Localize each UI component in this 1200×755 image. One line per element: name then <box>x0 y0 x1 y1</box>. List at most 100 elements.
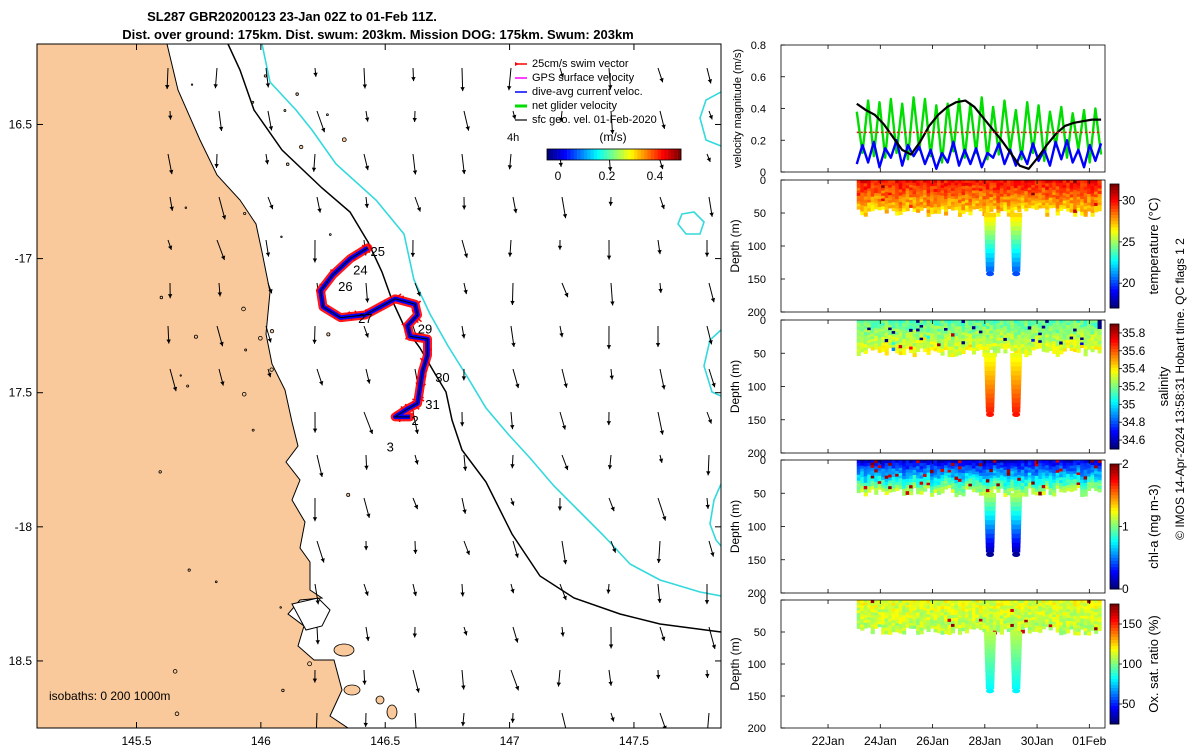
island <box>245 349 247 351</box>
oxygen-section-cell <box>1000 631 1004 635</box>
chla-section-colorbar-cell <box>1110 548 1119 552</box>
temperature-section-cell <box>944 212 948 216</box>
chla-section-colorbar-cell <box>1110 486 1119 490</box>
velocity-ytick-label: 0.8 <box>751 40 766 52</box>
salinity-section-cell <box>972 351 976 355</box>
chla-section-dive-cell <box>1011 525 1021 530</box>
colorbar-cell <box>658 149 662 160</box>
map-xtick-label: 146.5 <box>370 734 400 748</box>
chla-section-dive-cell <box>1012 534 1021 539</box>
colorbar-cell <box>564 149 568 160</box>
oxygen-section-cell <box>888 631 892 635</box>
colorbar-cell <box>621 149 625 160</box>
day-label: 2 <box>411 413 418 428</box>
salinity-section-colorbar-tick-label: 34.8 <box>1122 415 1146 429</box>
colorbar-cell <box>601 149 605 160</box>
chla-section-colorbar-cell <box>1110 470 1119 474</box>
map-colorbar <box>547 149 681 160</box>
chla-section-cell <box>857 490 861 494</box>
chla-section-colorbar-cell <box>1110 508 1119 512</box>
oxygen-section-cell <box>1094 630 1098 634</box>
temperature-section-cell <box>878 207 882 210</box>
island <box>187 385 189 387</box>
oxygen-section-cell <box>857 626 861 629</box>
island <box>242 392 246 396</box>
salinity-section-colorbar-cell <box>1110 390 1119 394</box>
oxygen-section-dive-cell <box>985 662 995 667</box>
temperature-section-dive-cell <box>984 226 995 231</box>
salinity-section-colorbar-cell <box>1110 433 1119 437</box>
chla-section-cell <box>860 489 864 492</box>
oxygen-section-colorbar-cell <box>1110 643 1119 647</box>
chla-section-ylabel: Depth (m) <box>728 500 742 553</box>
temperature-section-colorbar-cell <box>1110 227 1119 231</box>
chla-section-colorbar-cell <box>1110 495 1119 499</box>
oxygen-section-cell <box>948 631 952 635</box>
temperature-section-colorbar-cell <box>1110 262 1119 266</box>
temperature-section-cell <box>906 208 910 211</box>
temperature-section-ytick-label: 50 <box>754 208 766 220</box>
chla-section-colorbar-cell <box>1110 464 1119 468</box>
oxygen-section-cell <box>1035 628 1039 631</box>
temperature-section-dive-cell <box>1012 267 1020 272</box>
chla-section-colorbar-cell <box>1110 492 1119 496</box>
temperature-section-cell <box>1035 207 1039 210</box>
colorbar-cell <box>547 149 551 160</box>
legend-label-diveavg: dive-avg current veloc. <box>532 86 643 98</box>
salinity-section-dive-cell <box>1011 371 1022 376</box>
chla-section-colorbar-cell <box>1110 514 1119 518</box>
oxygen-section-colorbar-cell <box>1110 715 1119 719</box>
island <box>342 138 346 142</box>
temperature-section-cell <box>1070 209 1074 213</box>
chla-section-dive-cell <box>984 493 996 498</box>
salinity-section-cell <box>1059 351 1063 355</box>
temperature-section-cell <box>961 210 965 214</box>
chla-section-cell <box>1059 489 1063 492</box>
salinity-section-colorbar-cell <box>1110 437 1119 441</box>
chla-section-cell <box>1056 486 1060 489</box>
salinity-section-colorbar-cell <box>1110 349 1119 353</box>
velocity-ytick-label: 0.6 <box>751 72 766 84</box>
time-tick-label: 01Feb <box>1072 734 1106 748</box>
oxygen-section-cell <box>881 631 885 635</box>
chla-section-ytick-label: 100 <box>748 522 766 534</box>
chla-section-cell <box>1038 492 1042 496</box>
salinity-section-colorbar-cell <box>1110 399 1119 403</box>
temperature-section-ytick-label: 100 <box>748 241 766 253</box>
salinity-section-cell <box>888 345 892 348</box>
salinity-section-colorbar-cell <box>1110 418 1119 422</box>
colorbar-cell <box>631 149 635 160</box>
oxygen-section-cell <box>878 624 882 627</box>
oxygen-section-colorbar-cell <box>1110 646 1119 650</box>
salinity-section-colorbar-cell <box>1110 412 1119 416</box>
temperature-section-colorbar-cell <box>1110 274 1119 278</box>
chla-section-dive-cell <box>985 511 996 516</box>
temperature-section-cell <box>937 210 941 214</box>
salinity-section-dive-cell <box>1010 357 1022 362</box>
salinity-section-dive-cell <box>1012 412 1020 417</box>
oxygen-section-cell <box>1066 630 1070 634</box>
oxygen-section-cell <box>895 629 899 632</box>
oxygen-section-cell <box>1042 626 1046 629</box>
oxygen-section-colorbar-tick-label: 150 <box>1122 617 1142 631</box>
salinity-section-dive-cell <box>1012 398 1021 403</box>
chla-section-cell <box>906 491 910 495</box>
oxygen-section-cell <box>989 628 993 631</box>
salinity-section-cell <box>1077 349 1081 353</box>
chla-section-colorbar-cell <box>1110 533 1119 537</box>
temperature-section-cell <box>989 208 993 211</box>
chla-section-cell <box>951 489 955 493</box>
chla-section-cell <box>1049 491 1053 495</box>
oxygen-section-colorbar-cell <box>1110 631 1119 635</box>
chla-section-cell <box>902 492 906 496</box>
oxygen-section-colorbar-cell <box>1110 682 1119 686</box>
colorbar-cell <box>597 149 601 160</box>
temperature-section-colorbar-cell <box>1110 187 1119 191</box>
island <box>180 375 181 376</box>
island <box>264 75 266 77</box>
salinity-section-colorbar-cell <box>1110 365 1119 369</box>
chla-section-colorbar-cell <box>1110 502 1119 506</box>
salinity-section-colorbar-cell <box>1110 380 1119 384</box>
island <box>299 145 302 148</box>
oxygen-section-dive-cell <box>985 667 995 672</box>
